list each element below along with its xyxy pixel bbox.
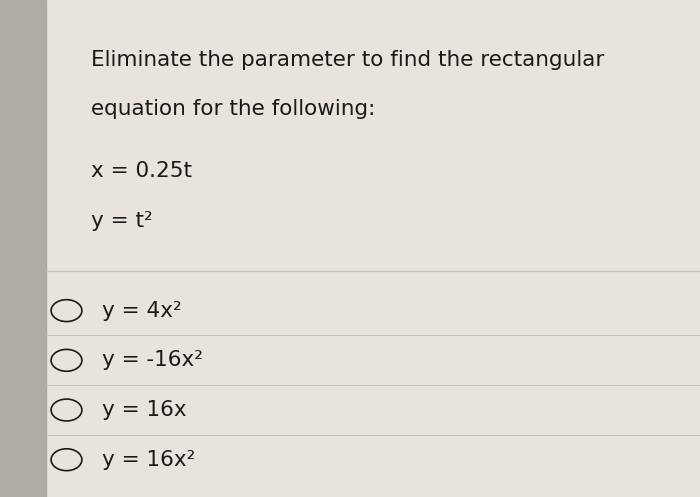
Text: y = 4x²: y = 4x² <box>102 301 181 321</box>
Text: Eliminate the parameter to find the rectangular: Eliminate the parameter to find the rect… <box>91 50 604 70</box>
Text: y = t²: y = t² <box>91 211 153 231</box>
Text: x = 0.25t: x = 0.25t <box>91 162 192 181</box>
Text: y = 16x²: y = 16x² <box>102 450 195 470</box>
Text: equation for the following:: equation for the following: <box>91 99 375 119</box>
Text: y = -16x²: y = -16x² <box>102 350 202 370</box>
Text: y = 16x: y = 16x <box>102 400 186 420</box>
